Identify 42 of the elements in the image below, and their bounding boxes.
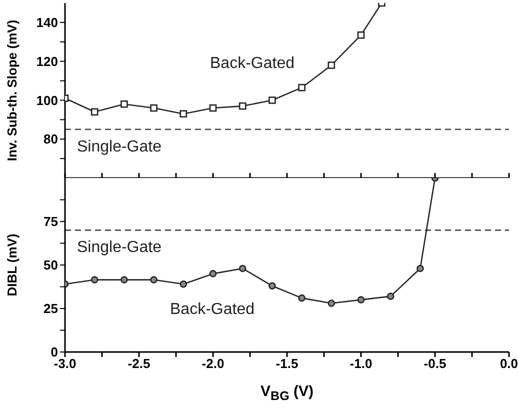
point bbox=[268, 96, 276, 104]
point bbox=[120, 100, 128, 108]
x-tick-label: -1.0 bbox=[350, 356, 372, 372]
ref-line-label: Single-Gate bbox=[77, 138, 162, 156]
y-tick-label: 120 bbox=[36, 54, 58, 69]
point bbox=[386, 292, 394, 300]
ref-line-label: Single-Gate bbox=[77, 239, 162, 256]
series-label: Back-Gated bbox=[170, 301, 254, 319]
point bbox=[357, 296, 365, 304]
x-tick-label: 0.0 bbox=[500, 356, 518, 372]
point bbox=[357, 31, 365, 39]
point bbox=[298, 294, 306, 302]
point bbox=[238, 264, 246, 272]
point bbox=[180, 280, 188, 288]
point bbox=[120, 276, 128, 284]
series-label: Back-Gated bbox=[210, 55, 294, 73]
point bbox=[150, 104, 158, 112]
y-axis-title: Inv. Sub-th. Slope (mV) bbox=[4, 20, 20, 162]
x-axis-title: V$_{BG}$ (V) bbox=[260, 383, 314, 403]
point bbox=[328, 62, 336, 69]
point bbox=[90, 276, 98, 284]
point bbox=[209, 104, 217, 112]
y-tick-label: 80 bbox=[44, 132, 58, 147]
x-tick-label: -2.5 bbox=[128, 356, 150, 372]
x-tick-label: -1.5 bbox=[276, 356, 298, 372]
y-axis-title: DIBL (mV) bbox=[4, 234, 20, 296]
point bbox=[150, 276, 158, 284]
y-tick-label: 25 bbox=[44, 301, 58, 316]
point bbox=[268, 282, 276, 290]
x-tick-label: -2.0 bbox=[202, 356, 224, 372]
point bbox=[238, 102, 246, 110]
point bbox=[209, 270, 217, 278]
point bbox=[416, 264, 424, 272]
y-tick-label: 75 bbox=[44, 214, 58, 230]
point bbox=[180, 110, 188, 118]
point bbox=[298, 84, 306, 92]
point bbox=[328, 300, 336, 307]
y-tick-label: 50 bbox=[44, 258, 58, 273]
y-tick-label: 100 bbox=[36, 92, 58, 108]
x-tick-label: -0.5 bbox=[424, 356, 446, 372]
point bbox=[90, 108, 98, 116]
y-tick-label: 140 bbox=[36, 15, 58, 30]
